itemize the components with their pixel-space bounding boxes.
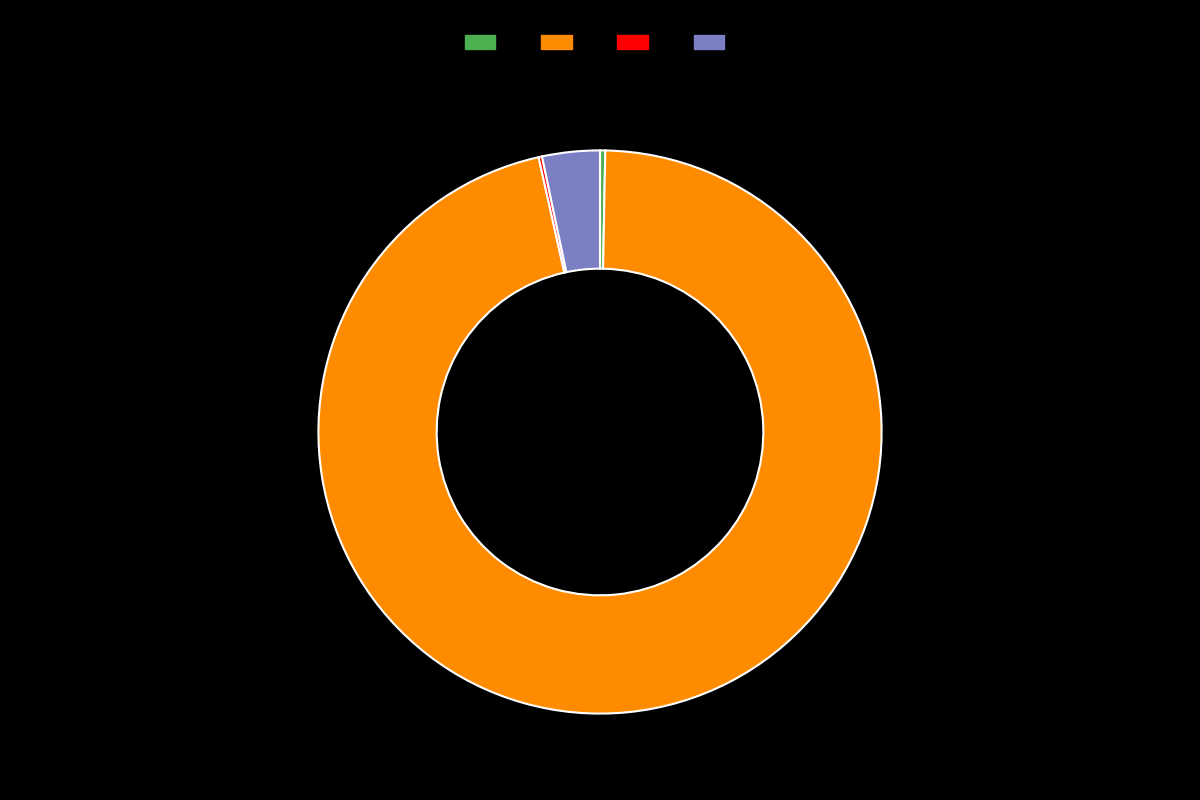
- Wedge shape: [539, 157, 566, 273]
- Wedge shape: [542, 150, 600, 272]
- Wedge shape: [600, 150, 605, 269]
- Legend: , , , : , , ,: [461, 30, 739, 54]
- Wedge shape: [318, 150, 882, 714]
